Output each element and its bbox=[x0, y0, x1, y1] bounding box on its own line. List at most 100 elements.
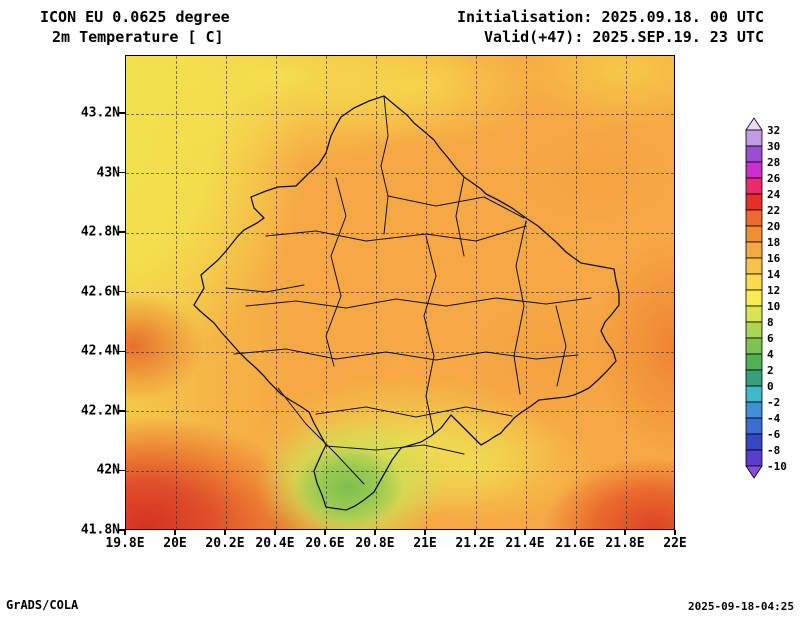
colorbar-label: 26 bbox=[767, 172, 781, 185]
x-tick-mark bbox=[274, 530, 276, 535]
y-tick-label: 43N bbox=[96, 165, 120, 181]
x-tick-label: 21.8E bbox=[605, 536, 645, 551]
colorbar-label: -4 bbox=[767, 412, 781, 425]
colorbar-segment bbox=[745, 433, 763, 451]
colorbar-label: 0 bbox=[767, 380, 774, 393]
colorbar-segment bbox=[745, 257, 763, 275]
lat-lon-grid bbox=[126, 56, 674, 529]
colorbar-segment bbox=[745, 145, 763, 163]
y-tick-mark bbox=[119, 290, 125, 293]
colorbar-segment bbox=[745, 289, 763, 307]
colorbar-segment bbox=[745, 225, 763, 243]
x-tick-label: 21.2E bbox=[455, 536, 495, 551]
x-tick-mark bbox=[374, 530, 376, 535]
x-tick-mark bbox=[324, 530, 326, 535]
colorbar-segment bbox=[745, 321, 763, 339]
x-tick-mark bbox=[524, 530, 526, 535]
y-tick-mark bbox=[119, 112, 125, 114]
colorbar-label: 10 bbox=[767, 300, 780, 313]
y-tick-mark bbox=[119, 410, 125, 412]
grid-line-horizontal bbox=[126, 351, 674, 353]
x-tick-label: 21.4E bbox=[505, 536, 545, 551]
x-tick-mark bbox=[424, 530, 426, 535]
grid-line-horizontal bbox=[126, 470, 674, 472]
colorbar-label: 4 bbox=[767, 348, 774, 361]
x-tick-label: 20E bbox=[163, 536, 187, 551]
grads-credit: GrADS/COLA bbox=[6, 598, 79, 612]
colorbar-label: 14 bbox=[767, 268, 781, 281]
y-tick-label: 42.2N bbox=[80, 403, 120, 419]
colorbar-label: 16 bbox=[767, 252, 781, 265]
x-tick-mark bbox=[624, 530, 626, 535]
colorbar-segment bbox=[745, 193, 763, 211]
colorbar-segment bbox=[745, 385, 763, 403]
x-tick-mark bbox=[174, 530, 176, 535]
grid-line-horizontal bbox=[126, 113, 674, 115]
colorbar-label: 24 bbox=[767, 188, 781, 201]
colorbar-label: 32 bbox=[767, 124, 780, 137]
model-title: ICON EU 0.0625 degree bbox=[40, 8, 230, 26]
x-tick-mark bbox=[124, 530, 126, 535]
colorbar-label: -10 bbox=[767, 460, 787, 473]
colorbar-segment bbox=[745, 129, 763, 147]
y-tick-mark bbox=[119, 171, 125, 174]
colorbar-label: 28 bbox=[767, 156, 780, 169]
colorbar-segment bbox=[745, 273, 763, 291]
colorbar-segment bbox=[745, 161, 763, 179]
x-tick-label: 19.8E bbox=[105, 536, 145, 551]
colorbar-triangle-bottom bbox=[745, 465, 763, 479]
colorbar-segment bbox=[745, 209, 763, 227]
y-tick-label: 41.8N bbox=[80, 522, 120, 538]
y-tick-mark bbox=[119, 350, 125, 353]
x-tick-mark bbox=[474, 530, 476, 535]
field-title: 2m Temperature [ C] bbox=[52, 28, 224, 46]
x-tick-label: 20.4E bbox=[255, 536, 295, 551]
x-tick-label: 20.8E bbox=[355, 536, 395, 551]
colorbar-segment bbox=[745, 369, 763, 387]
x-tick-mark bbox=[224, 530, 226, 535]
valid-time: Valid(+47): 2025.SEP.19. 23 UTC bbox=[484, 28, 764, 46]
colorbar-label: -6 bbox=[767, 428, 781, 441]
colorbar-label: 22 bbox=[767, 204, 780, 217]
colorbar-segment bbox=[745, 337, 763, 355]
y-tick-label: 42.8N bbox=[80, 224, 120, 240]
y-tick-label: 43.2N bbox=[80, 105, 120, 121]
grid-line-horizontal bbox=[126, 411, 674, 413]
colorbar-segment bbox=[745, 241, 763, 259]
grid-line-horizontal bbox=[126, 292, 674, 294]
colorbar-label: -8 bbox=[767, 444, 780, 457]
colorbar-label: -2 bbox=[767, 396, 780, 409]
colorbar-label: 12 bbox=[767, 284, 780, 297]
map-area bbox=[125, 55, 675, 530]
y-tick-mark bbox=[119, 231, 125, 233]
x-tick-label: 20.6E bbox=[305, 536, 345, 551]
x-tick-mark bbox=[574, 530, 576, 535]
colorbar-label: 6 bbox=[767, 332, 774, 345]
x-tick-label: 22E bbox=[663, 536, 687, 551]
temperature-colorbar: 32 30 28 26 24 22 20 18 16 14 12 10 8 6 4 2 0 -2 -4 -6 -8 -10 bbox=[744, 116, 800, 484]
colorbar-segment bbox=[745, 353, 763, 371]
grid-line-horizontal bbox=[126, 173, 674, 175]
colorbar-triangle-top bbox=[745, 117, 763, 131]
colorbar-label: 30 bbox=[767, 140, 780, 153]
initialisation-time: Initialisation: 2025.09.18. 00 UTC bbox=[456, 8, 764, 26]
colorbar-label: 18 bbox=[767, 236, 780, 249]
grid-line-horizontal bbox=[126, 232, 674, 234]
colorbar-label: 20 bbox=[767, 220, 780, 233]
kosovo-borders bbox=[193, 95, 620, 511]
colorbar-label: 2 bbox=[767, 364, 774, 377]
x-tick-label: 21.6E bbox=[555, 536, 595, 551]
kosovo-outline bbox=[193, 95, 620, 511]
y-tick-label: 42.6N bbox=[80, 284, 120, 300]
y-tick-mark bbox=[119, 469, 125, 472]
x-tick-label: 20.2E bbox=[205, 536, 245, 551]
y-tick-label: 42.4N bbox=[80, 343, 120, 359]
colorbar-segment bbox=[745, 177, 763, 195]
colorbar-segment bbox=[745, 449, 763, 467]
x-tick-label: 21E bbox=[413, 536, 437, 551]
colorbar-segment bbox=[745, 401, 763, 419]
municipality-borders bbox=[225, 95, 592, 485]
colorbar-segment bbox=[745, 417, 763, 435]
x-tick-mark bbox=[674, 530, 676, 535]
